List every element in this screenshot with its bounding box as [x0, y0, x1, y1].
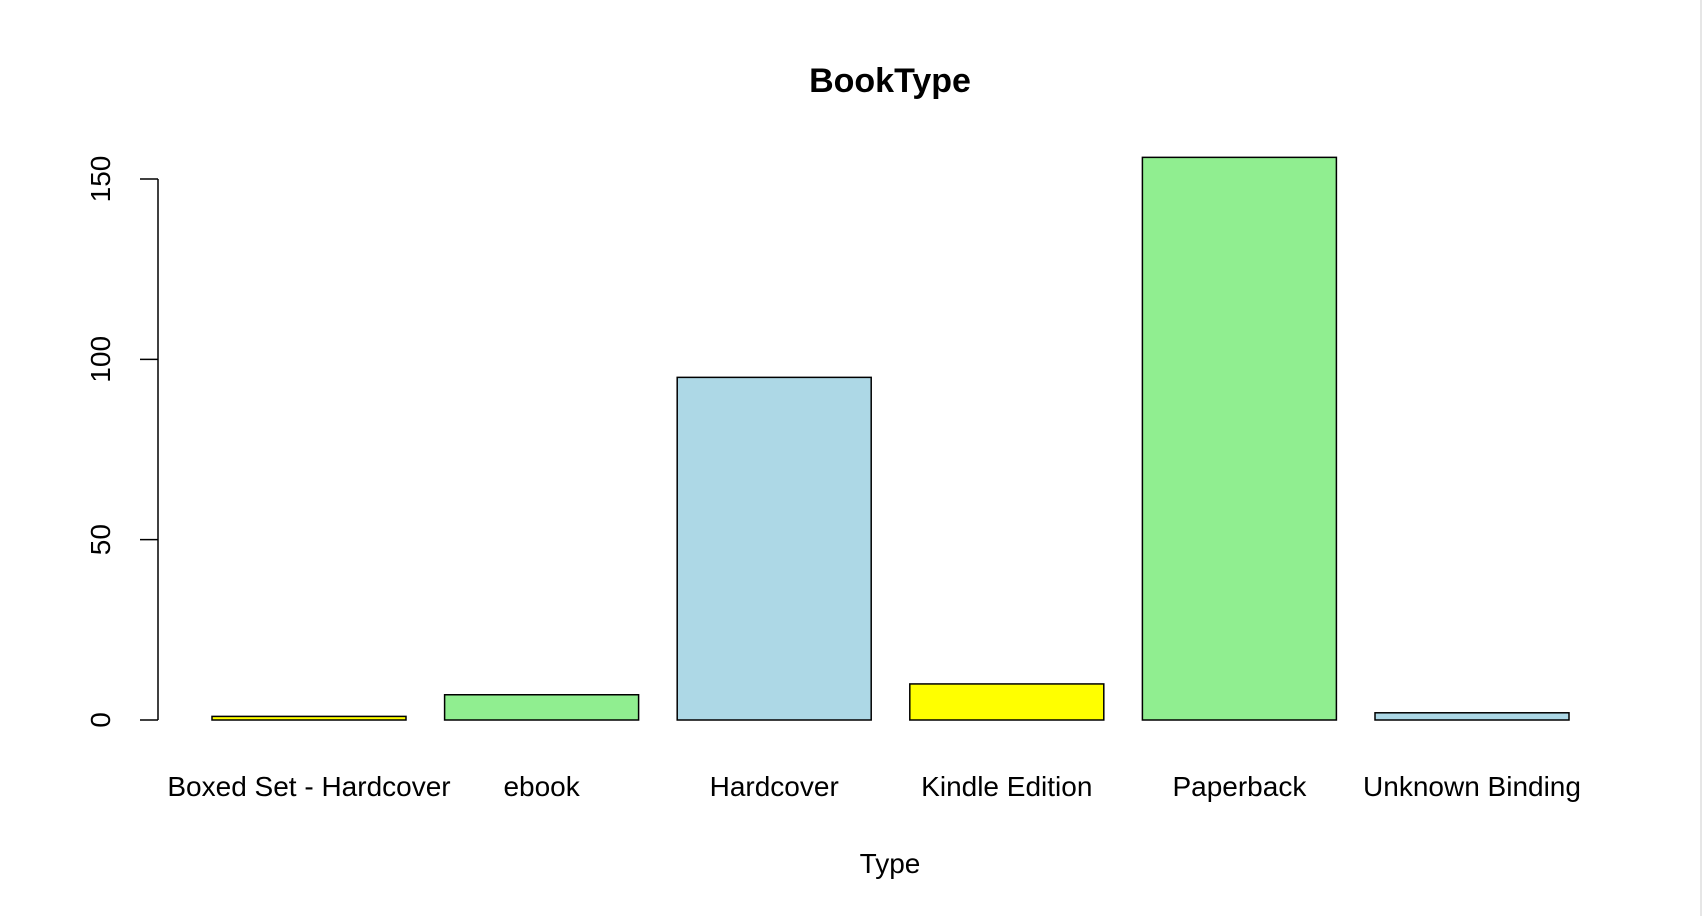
x-tick-label: Hardcover	[710, 771, 839, 802]
x-tick-label: Paperback	[1172, 771, 1307, 802]
bar-hardcover	[676, 376, 872, 721]
x-axis-label: Type	[860, 848, 921, 879]
y-axis: 0 50 100 150	[85, 156, 159, 728]
y-tick-label: 100	[85, 336, 116, 383]
y-tick-label: 150	[85, 156, 116, 203]
chart-title: BookType	[809, 62, 971, 100]
x-tick-label: Unknown Binding	[1363, 771, 1581, 802]
y-tick-label: 0	[85, 712, 116, 728]
bars-group	[211, 156, 1570, 721]
x-tick-label: ebook	[503, 771, 580, 802]
y-tick-label: 50	[85, 524, 116, 555]
bar-ebook	[443, 694, 640, 721]
bar-unknown-binding	[1374, 712, 1570, 721]
x-tick-label: Kindle Edition	[921, 771, 1092, 802]
bar-paperback	[1141, 156, 1338, 721]
bar-kindle-edition	[909, 683, 1105, 721]
bar-boxed-set-hardcover	[211, 715, 407, 721]
x-tick-label: Boxed Set - Hardcover	[167, 771, 450, 802]
window-edge	[1700, 0, 1702, 916]
x-tick-labels: Boxed Set - Hardcover ebook Hardcover Kindl…	[167, 771, 1581, 802]
